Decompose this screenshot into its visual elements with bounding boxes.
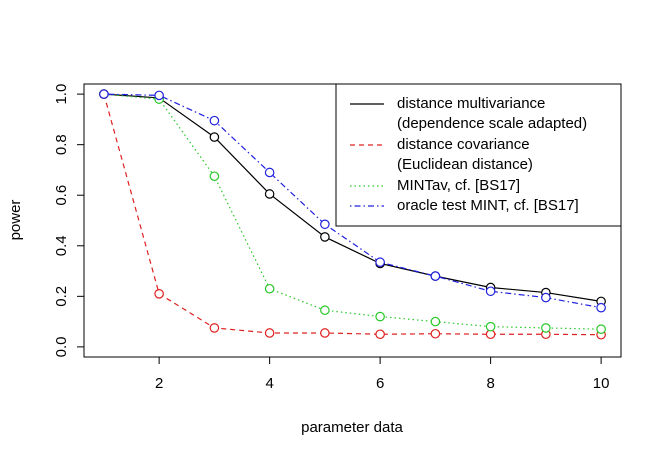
data-point <box>264 283 275 294</box>
legend-label: distance covariance (Euclidean distance) <box>397 136 533 173</box>
y-tick-label: 0.0 <box>53 336 70 357</box>
data-point <box>485 321 496 332</box>
x-tick-label: 10 <box>593 375 610 392</box>
x-tick-label: 6 <box>376 375 384 392</box>
data-point <box>154 90 164 101</box>
legend-line: distance covariance <box>397 136 530 153</box>
series-line <box>103 93 602 309</box>
data-point <box>99 89 109 99</box>
data-point <box>596 302 606 313</box>
legend-line: (Euclidean distance) <box>397 156 533 173</box>
x-tick-label: 8 <box>486 375 494 392</box>
x-axis-label: parameter data <box>301 419 403 436</box>
y-tick-label: 0.2 <box>53 286 70 307</box>
x-tick-label: 2 <box>155 375 163 392</box>
data-point <box>430 316 441 327</box>
data-point <box>596 324 606 334</box>
series-line <box>103 93 602 336</box>
data-point <box>209 132 220 142</box>
data-point <box>320 219 330 230</box>
data-point <box>264 328 275 338</box>
legend-box <box>335 83 622 227</box>
data-point <box>320 328 330 338</box>
legend-label: distance multivariance (dependence scale … <box>397 95 587 132</box>
legend-line: MINTav, cf. [BS17] <box>397 177 520 194</box>
data-point <box>375 311 385 322</box>
data-point <box>209 323 220 333</box>
data-point <box>541 323 551 333</box>
data-point <box>485 286 496 297</box>
y-tick-label: 0.6 <box>53 185 70 206</box>
legend-line: (dependence scale adapted) <box>397 115 587 132</box>
data-point <box>541 292 551 303</box>
legend-line: distance multivariance <box>397 95 545 112</box>
legend-label: MINTav, cf. [BS17] <box>397 177 520 194</box>
y-tick-label: 0.4 <box>53 235 70 256</box>
data-point <box>375 257 385 268</box>
series-line <box>103 93 602 302</box>
x-tick-label: 4 <box>265 375 273 392</box>
data-point <box>209 171 220 182</box>
data-point <box>430 271 441 281</box>
legend-line: oracle test MINT, cf. [BS17] <box>397 197 579 214</box>
data-point <box>209 115 220 126</box>
data-point <box>264 167 275 178</box>
data-point <box>264 189 275 199</box>
data-point <box>154 289 164 299</box>
y-tick-label: 0.8 <box>53 134 70 155</box>
data-point <box>320 305 330 316</box>
y-axis-label: power <box>7 200 24 241</box>
data-point <box>375 329 385 340</box>
data-point <box>430 328 441 339</box>
y-tick-label: 1.0 <box>53 84 70 105</box>
legend-label: oracle test MINT, cf. [BS17] <box>397 197 579 214</box>
data-point <box>320 232 330 242</box>
